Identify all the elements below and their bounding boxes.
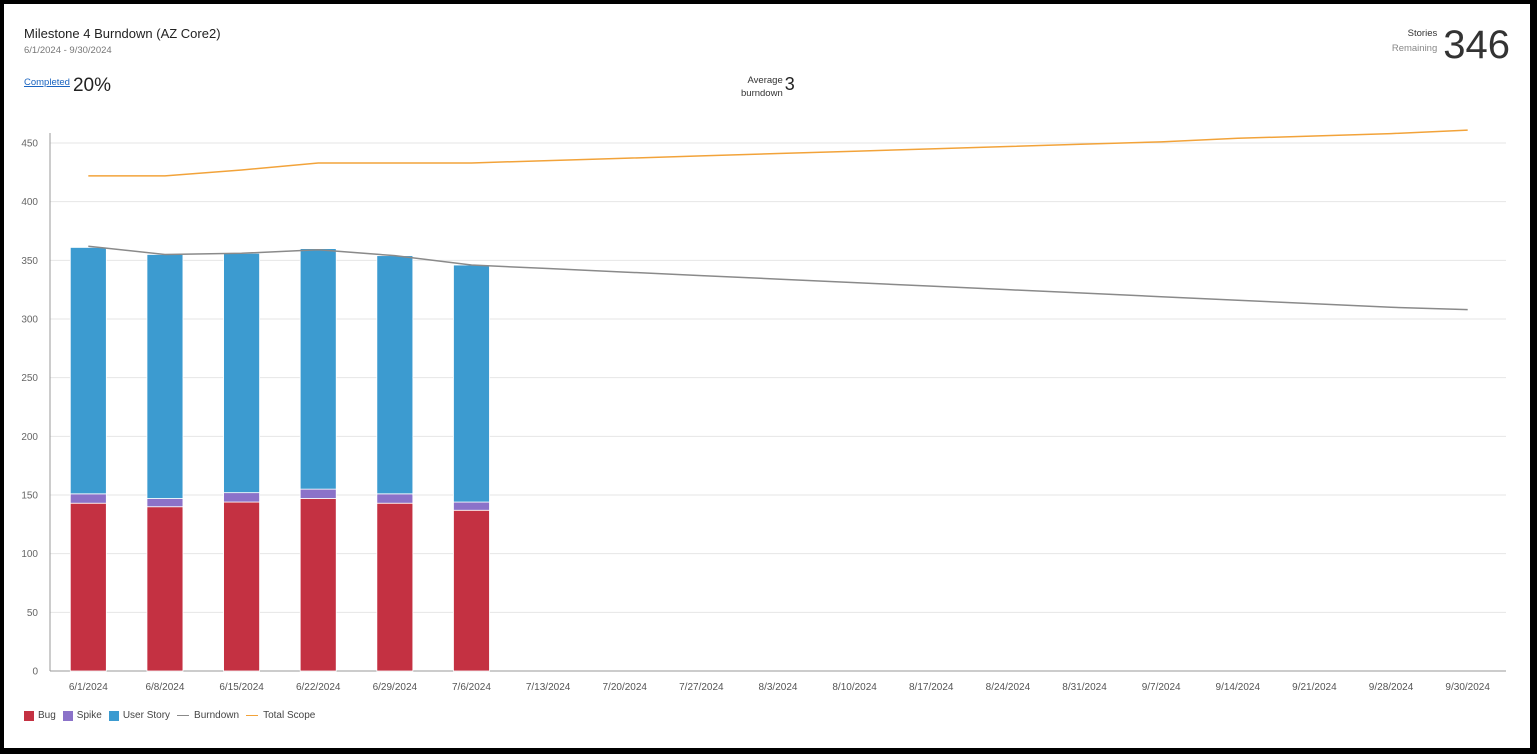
stories-label-line1: Stories — [1407, 28, 1438, 39]
user-story-bar — [69, 247, 107, 495]
stories-remaining-value: 346 — [1443, 23, 1510, 67]
burndown-widget: Milestone 4 Burndown (AZ Core2) 6/1/2024… — [4, 4, 1530, 748]
legend-label: User Story — [122, 710, 171, 721]
stories-label-line2: Remaining — [1391, 43, 1438, 54]
legend-item-total-scope[interactable]: Total Scope — [246, 710, 315, 721]
bug-bar — [299, 498, 337, 672]
x-tick-label: 6/1/2024 — [69, 682, 108, 693]
average-label-line2: burndown — [741, 88, 783, 99]
x-tick-label: 7/6/2024 — [452, 682, 491, 693]
spike-bar — [69, 493, 107, 504]
spike-bar — [223, 492, 260, 503]
legend-label: Burndown — [194, 710, 240, 721]
x-tick-label: 9/28/2024 — [1369, 682, 1414, 693]
x-tick-label: 8/3/2024 — [759, 682, 798, 693]
y-tick-label: 50 — [27, 608, 39, 619]
spike-bar — [376, 493, 414, 504]
legend-marker-total-scope — [246, 714, 259, 717]
x-tick-label: 6/29/2024 — [373, 682, 418, 693]
burndown-line — [88, 245, 1468, 311]
x-tick-label: 9/7/2024 — [1142, 682, 1181, 693]
y-tick-label: 300 — [21, 315, 38, 326]
completed-link[interactable]: Completed — [24, 77, 70, 88]
spike-bar — [299, 488, 337, 499]
widget-title: Milestone 4 Burndown (AZ Core2) — [24, 26, 221, 41]
stories-remaining-metric: Stories Remaining 346 — [1392, 22, 1510, 68]
stories-remaining-label: Stories Remaining — [1392, 26, 1437, 56]
x-tick-label: 9/30/2024 — [1445, 682, 1490, 693]
legend-marker-spike — [62, 710, 73, 721]
x-tick-label: 9/21/2024 — [1292, 682, 1337, 693]
user-story-bar — [146, 254, 184, 499]
bug-bar — [69, 502, 107, 672]
date-range: 6/1/2024 - 9/30/2024 — [24, 45, 112, 56]
bug-bar — [146, 506, 184, 672]
average-label-line1: Average — [747, 75, 783, 86]
legend-item-user-story[interactable]: User Story — [108, 710, 171, 721]
x-tick-label: 7/13/2024 — [526, 682, 571, 693]
spike-bar — [453, 501, 490, 511]
x-tick-label: 8/31/2024 — [1062, 682, 1107, 693]
user-story-bar — [223, 252, 260, 494]
legend-marker-bug — [24, 710, 34, 721]
legend-marker-burndown — [177, 714, 190, 717]
x-tick-label: 6/22/2024 — [296, 682, 341, 693]
completed-value: 20% — [72, 75, 111, 96]
average-burndown-value: 3 — [784, 74, 795, 94]
y-tick-label: 0 — [32, 667, 38, 678]
x-tick-label: 9/14/2024 — [1216, 682, 1261, 693]
x-tick-label: 8/10/2024 — [832, 682, 877, 693]
legend-marker-user-story — [108, 710, 119, 721]
average-burndown-metric: Average burndown 3 — [741, 74, 795, 100]
x-tick-label: 7/20/2024 — [602, 682, 647, 693]
x-tick-label: 8/17/2024 — [909, 682, 954, 693]
x-tick-label: 7/27/2024 — [679, 682, 724, 693]
bug-bar — [223, 501, 260, 672]
completed-metric: Completed 20% — [24, 75, 111, 97]
y-tick-label: 250 — [21, 373, 38, 384]
x-tick-label: 6/15/2024 — [219, 682, 264, 693]
legend-label: Bug — [38, 710, 56, 721]
bug-bar — [376, 502, 414, 672]
y-tick-label: 350 — [21, 256, 38, 267]
legend-item-bug[interactable]: Bug — [24, 710, 56, 721]
y-tick-label: 100 — [21, 549, 38, 560]
user-story-bar — [376, 255, 414, 495]
user-story-bar — [453, 264, 490, 503]
y-tick-label: 150 — [21, 491, 38, 502]
y-tick-label: 400 — [21, 197, 38, 208]
legend-label: Total Scope — [263, 710, 316, 721]
legend-item-spike[interactable]: Spike — [62, 710, 102, 721]
x-tick-label: 6/8/2024 — [145, 682, 184, 693]
total-scope-line — [88, 129, 1468, 177]
legend-label: Spike — [76, 710, 102, 721]
chart-legend: Bug Spike User Story Burndown Total Scope — [24, 710, 322, 721]
user-story-bar — [299, 248, 337, 490]
x-tick-label: 8/24/2024 — [986, 682, 1031, 693]
y-tick-label: 200 — [21, 432, 38, 443]
burndown-chart: 0 50 100 150 200 250 300 350 400 450 6/1/2024 6/8/2… — [21, 129, 1506, 693]
y-tick-label: 450 — [21, 139, 38, 150]
bug-bar — [453, 509, 490, 672]
spike-bar — [146, 498, 184, 508]
average-burndown-label: Average burndown — [741, 74, 783, 100]
legend-item-burndown[interactable]: Burndown — [177, 710, 239, 721]
